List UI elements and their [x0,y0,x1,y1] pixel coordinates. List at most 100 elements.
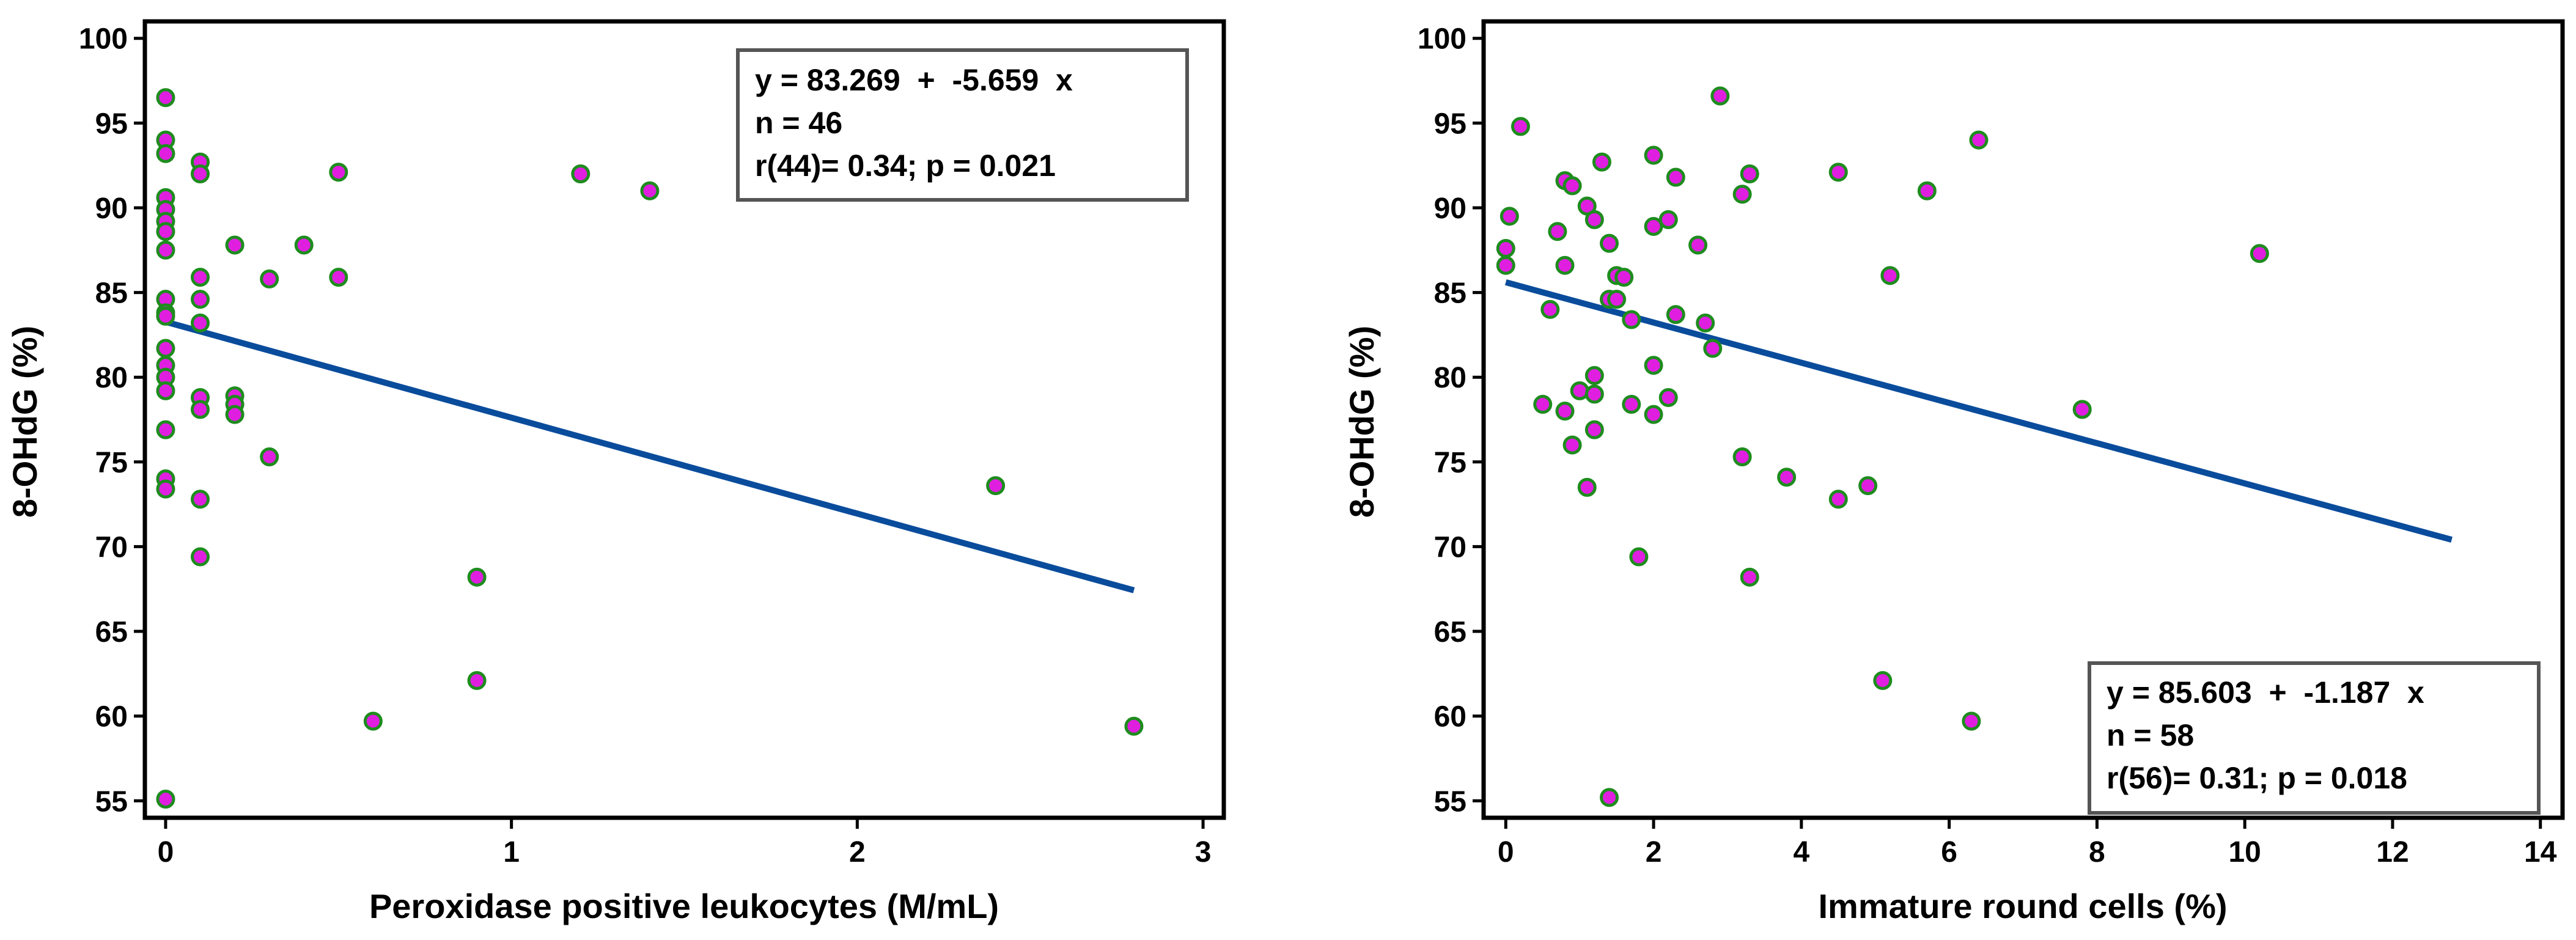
data-point [2250,244,2269,263]
data-point [1496,255,1515,275]
data-point [1548,222,1567,241]
data-point [1644,216,1663,236]
data-point [191,290,210,309]
y-tick-label: 70 [95,531,128,564]
correlation-result: r(56)= 0.31; p = 0.018 [2107,761,2407,795]
x-tick-label: 2 [849,836,866,868]
data-point [1533,395,1553,414]
data-point [156,420,175,439]
data-point [1658,210,1678,229]
data-point [191,547,210,567]
data-point [1584,384,1604,404]
data-point [1644,405,1663,424]
y-tick-label: 85 [95,277,128,310]
x-tick-label: 8 [2089,836,2105,868]
data-point [1740,567,1759,587]
y-tick-label: 95 [95,108,128,140]
y-tick-label: 55 [1434,785,1466,818]
scatter-panel-peroxidase: 55 60 65 70 75 80 85 90 95 100 0 1 2 3 Peroxidase po… [6,19,1226,925]
data-point [156,479,175,499]
data-point [191,490,210,509]
data-point [1555,255,1575,275]
data-point [191,400,210,419]
sample-size: n = 46 [755,106,842,140]
data-point [1828,490,1848,509]
correlation-result: r(44)= 0.34; p = 0.021 [755,149,1056,183]
data-point [1644,145,1663,165]
x-axis-label: Peroxidase positive leukocytes (M/mL) [369,887,999,925]
data-point [1962,711,1981,731]
data-point [1710,86,1730,106]
x-tick-label: 3 [1195,836,1212,868]
x-tick-label: 1 [503,836,520,868]
data-point [467,567,487,587]
x-tick-label: 4 [1793,836,1809,868]
data-point [225,235,245,255]
y-tick-label: 60 [1434,701,1466,733]
data-point [1732,185,1752,204]
y-axis: 55 60 65 70 75 80 85 90 95 100 [79,23,145,818]
stats-box: y = 85.603 + -1.187 x n = 58 r(56)= 0.31… [2088,661,2541,815]
y-tick-label: 100 [79,23,128,56]
y-tick-label: 80 [95,362,128,394]
data-point [1592,152,1611,172]
regression-equation: y = 83.269 + -5.659 x [755,63,1073,97]
data-point [1562,176,1582,196]
data-point [1555,402,1575,421]
data-point [191,164,210,184]
x-axis: 0 2 4 6 8 10 12 14 [1498,818,2557,868]
data-point [156,222,175,241]
data-point [260,447,279,466]
data-point [156,240,175,260]
data-point [363,711,383,731]
data-point [191,313,210,332]
data-point [1858,476,1878,496]
data-point [1584,420,1604,439]
y-tick-label: 65 [95,616,128,648]
data-point [1777,468,1797,487]
data-point [1644,356,1663,375]
data-point [571,164,591,184]
regression-equation: y = 85.603 + -1.187 x [2107,675,2424,710]
data-point [1584,210,1604,229]
data-point [1600,233,1619,253]
data-point [1629,547,1649,567]
data-point [1600,788,1619,807]
y-axis: 55 60 65 70 75 80 85 90 95 100 [1418,23,1484,818]
y-tick-label: 100 [1418,23,1466,56]
data-point [1828,163,1848,182]
y-axis-label: 8-OHdG (%) [6,326,44,518]
data-point [1622,395,1641,414]
data-point [1562,435,1582,455]
data-point [329,268,348,287]
data-point [1658,387,1678,407]
data-point [1666,305,1685,325]
data-point [1873,670,1893,690]
y-tick-label: 85 [1434,277,1466,310]
data-point [156,306,175,326]
x-tick-label: 12 [2376,836,2409,868]
y-axis-label: 8-OHdG (%) [1342,326,1381,518]
data-point [156,339,175,358]
y-tick-label: 70 [1434,531,1466,564]
data-point [1666,167,1685,187]
y-tick-label: 65 [1434,616,1466,648]
y-tick-label: 95 [1434,108,1466,140]
regression-line [1504,279,2453,543]
data-point [294,235,314,255]
y-tick-label: 55 [95,785,128,818]
data-point [1969,130,1989,150]
data-point [1607,290,1627,309]
data-point [1732,447,1752,466]
data-point [329,163,348,182]
y-tick-label: 90 [95,193,128,225]
x-tick-label: 2 [1646,836,1662,868]
data-point [1577,477,1597,497]
data-point [1703,339,1723,358]
data-point [1740,164,1759,184]
data-point [1696,313,1715,332]
x-tick-label: 0 [1498,836,1514,868]
data-point [156,144,175,163]
data-point [1540,299,1560,319]
